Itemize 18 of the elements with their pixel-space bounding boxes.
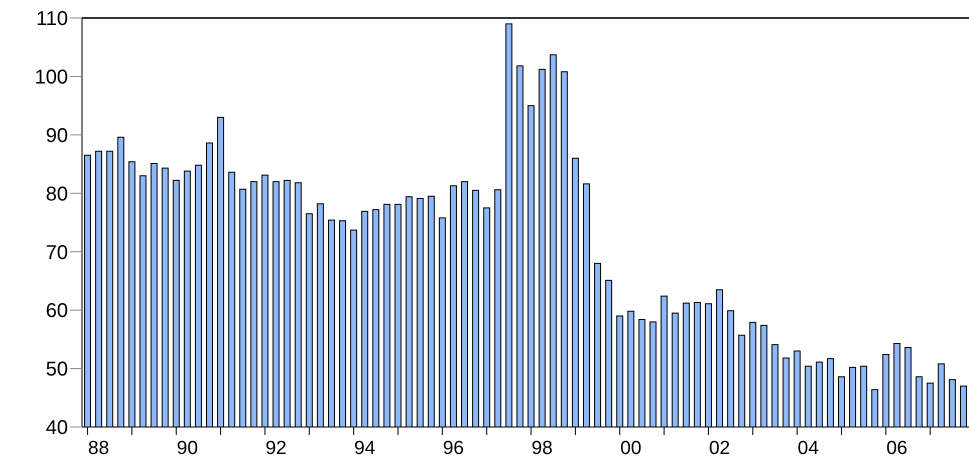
- y-tick-label: 80: [46, 183, 68, 206]
- x-tick-label: 02: [708, 438, 730, 459]
- y-tick-label: 40: [46, 417, 68, 440]
- y-tick-label: 70: [46, 242, 68, 264]
- x-tick-label: 00: [620, 438, 642, 459]
- y-tick-label: 50: [46, 358, 68, 381]
- x-tick-label: 92: [265, 438, 287, 459]
- y-tick-label: 60: [46, 300, 68, 322]
- x-tick-label: 04: [798, 438, 820, 459]
- x-tick-label: 96: [442, 438, 464, 459]
- x-tick-label: 98: [532, 438, 553, 459]
- x-tick-label: 06: [886, 438, 908, 459]
- x-tick-label: 94: [354, 438, 376, 459]
- y-tick-label: 90: [46, 124, 68, 147]
- x-tick-label: 90: [176, 438, 198, 459]
- y-tick-label: 110: [36, 8, 68, 30]
- y-tick-label: 100: [34, 66, 68, 89]
- x-tick-label: 88: [88, 438, 110, 459]
